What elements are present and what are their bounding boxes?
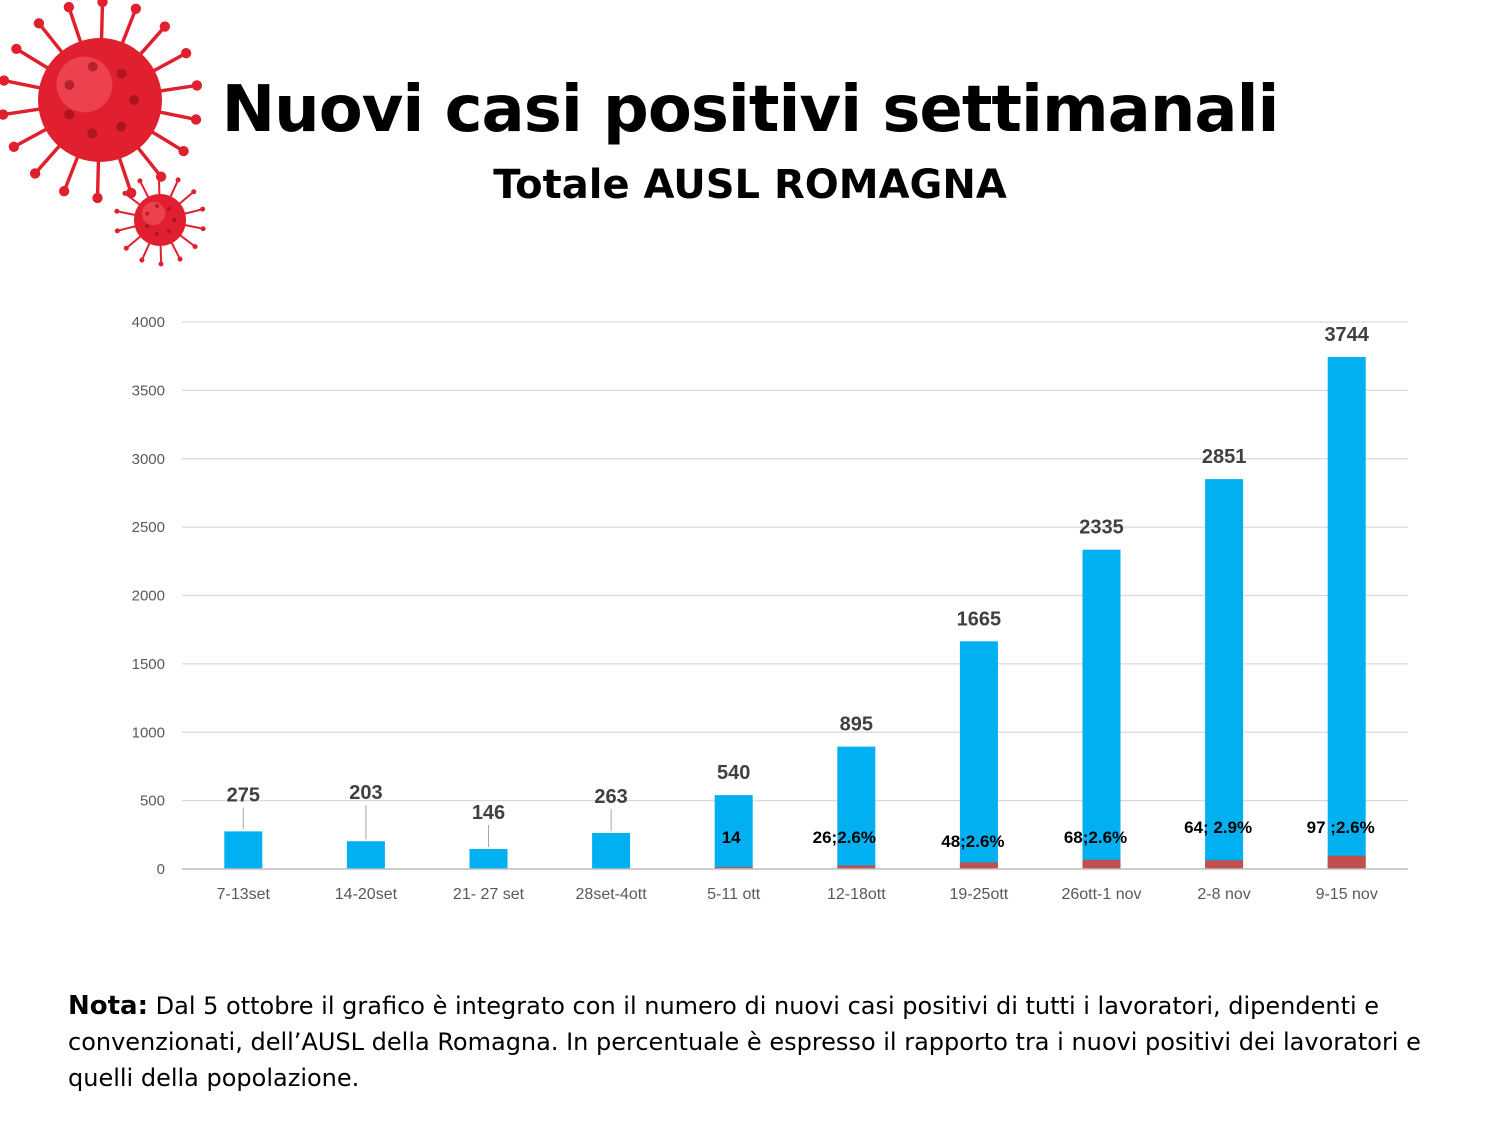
bar-total bbox=[837, 746, 876, 869]
bar-workers bbox=[1205, 860, 1244, 869]
y-tick-label: 500 bbox=[140, 793, 165, 810]
x-tick-label: 12-18ott bbox=[827, 886, 886, 903]
total-value-label: 3744 bbox=[1324, 324, 1369, 346]
worker-value-label: 48;2.6% bbox=[941, 832, 1004, 851]
total-value-label: 275 bbox=[227, 784, 260, 806]
x-tick-label: 2-8 nov bbox=[1197, 886, 1250, 903]
bar-workers bbox=[1327, 855, 1366, 869]
virus-small-icon bbox=[114, 173, 206, 267]
bar-total bbox=[346, 841, 385, 869]
x-tick-label: 21- 27 set bbox=[453, 886, 525, 903]
bar-total bbox=[224, 831, 263, 869]
weekly-cases-chart: 0 500 1000 1500 2000 2500 3000 3500 4000 275 7-13s… bbox=[132, 314, 1408, 903]
page-title: Nuovi casi positivi settimanali bbox=[221, 73, 1280, 147]
total-value-label: 2335 bbox=[1079, 517, 1124, 539]
x-tick-label: 5-11 ott bbox=[707, 886, 761, 903]
total-value-label: 263 bbox=[594, 786, 627, 808]
total-value-label: 895 bbox=[840, 714, 873, 736]
y-tick-label: 3000 bbox=[132, 451, 165, 468]
page-subtitle: Totale AUSL ROMAGNA bbox=[493, 162, 1007, 208]
total-value-label: 203 bbox=[349, 782, 382, 804]
y-tick-label: 2000 bbox=[132, 588, 165, 605]
bar-total bbox=[1082, 549, 1121, 869]
footnote: Nota: Dal 5 ottobre il grafico è integra… bbox=[68, 988, 1448, 1096]
total-value-label: 1665 bbox=[957, 608, 1002, 630]
y-tick-label: 3500 bbox=[132, 382, 165, 399]
total-value-label: 2851 bbox=[1202, 446, 1247, 468]
bar-workers bbox=[959, 862, 998, 869]
total-value-label: 540 bbox=[717, 762, 750, 784]
worker-value-label: 64; 2.9% bbox=[1184, 818, 1252, 837]
bar-total bbox=[714, 795, 753, 869]
x-tick-label: 7-13set bbox=[217, 886, 271, 903]
y-tick-label: 2500 bbox=[132, 519, 165, 536]
y-tick-label: 1500 bbox=[132, 656, 165, 673]
bar-total bbox=[592, 833, 631, 869]
bar-total bbox=[1327, 357, 1366, 869]
virus-big-icon bbox=[0, 0, 203, 204]
x-tick-label: 9-15 nov bbox=[1316, 886, 1378, 903]
y-tick-label: 4000 bbox=[132, 314, 165, 331]
footnote-text: Dal 5 ottobre il grafico è integrato con… bbox=[68, 992, 1421, 1092]
bar-workers bbox=[714, 867, 753, 869]
bar-workers bbox=[837, 865, 876, 869]
worker-value-label: 26;2.6% bbox=[813, 828, 876, 847]
worker-value-label: 14 bbox=[722, 828, 741, 847]
bar-workers bbox=[1082, 859, 1121, 869]
total-value-label: 146 bbox=[472, 802, 505, 824]
virus-illustration bbox=[0, 0, 206, 267]
x-tick-label: 19-25ott bbox=[950, 886, 1009, 903]
worker-value-label: 68;2.6% bbox=[1064, 828, 1127, 847]
bar-total bbox=[469, 849, 508, 869]
worker-value-label: 97 ;2.6% bbox=[1307, 818, 1375, 837]
x-tick-label: 28set-4ott bbox=[576, 886, 648, 903]
footnote-label: Nota: bbox=[68, 991, 148, 1021]
y-tick-label: 1000 bbox=[132, 724, 165, 741]
x-tick-label: 26ott-1 nov bbox=[1061, 886, 1141, 903]
bar-total bbox=[1205, 479, 1244, 869]
x-tick-label: 14-20set bbox=[335, 886, 398, 903]
y-tick-label: 0 bbox=[157, 861, 165, 878]
bar-total bbox=[959, 641, 998, 869]
